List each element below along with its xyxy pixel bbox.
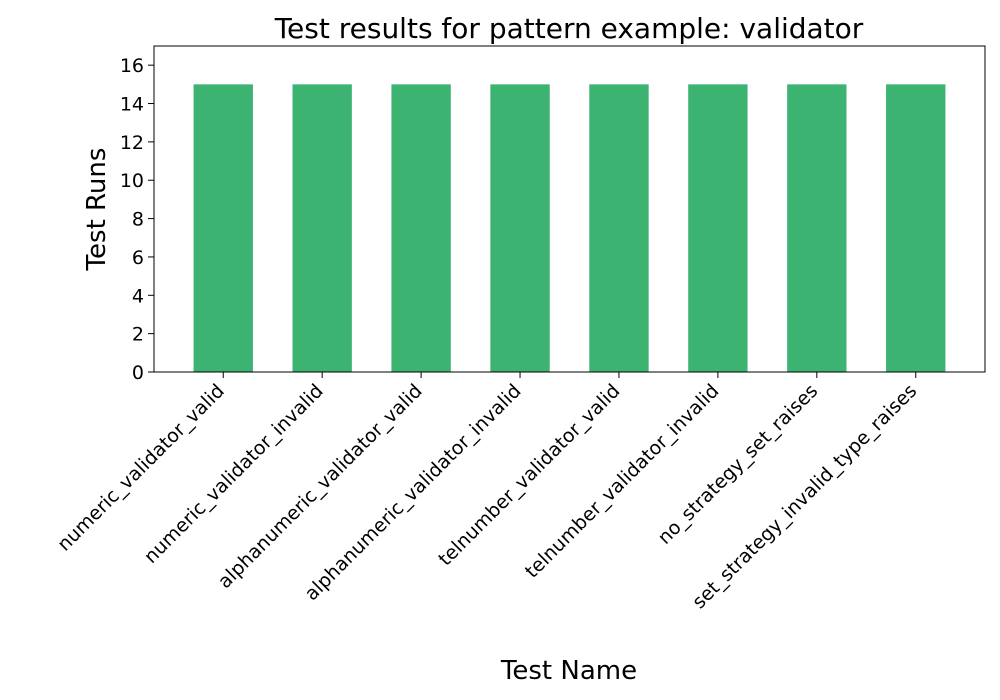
- y-tick-label: 16: [120, 55, 144, 77]
- bar: [193, 84, 253, 373]
- chart-title: Test results for pattern example: valida…: [274, 12, 864, 45]
- plot-frame: [153, 45, 986, 373]
- bar: [589, 84, 649, 373]
- bar: [787, 84, 847, 373]
- x-tick-label: telnumber_validator_valid: [434, 380, 624, 570]
- y-tick-label: 8: [132, 209, 144, 231]
- x-tick-label: set_strategy_invalid_type_raises: [688, 380, 921, 613]
- bars-group: [193, 84, 946, 373]
- x-tick-label: alphanumeric_validator_invalid: [300, 380, 525, 605]
- y-tick-label: 0: [132, 362, 144, 384]
- y-tick-label: 4: [132, 285, 144, 307]
- y-tick-label: 14: [120, 94, 144, 116]
- bar: [490, 84, 550, 373]
- x-axis-label: Test Name: [500, 656, 637, 686]
- x-axis-ticks: numeric_validator_validnumeric_validator…: [53, 372, 921, 613]
- bar: [292, 84, 352, 373]
- bar: [391, 84, 451, 373]
- x-tick-label: numeric_validator_valid: [53, 380, 229, 556]
- y-tick-label: 6: [132, 247, 144, 269]
- bar: [688, 84, 748, 373]
- y-axis-ticks: 0 2 4 6 8 10 12 14 16: [120, 55, 154, 384]
- y-tick-label: 12: [120, 132, 144, 154]
- y-tick-label: 10: [120, 170, 144, 192]
- x-tick-label: numeric_validator_invalid: [140, 380, 328, 568]
- x-tick-label: telnumber_validator_invalid: [521, 380, 724, 583]
- x-tick-label: alphanumeric_validator_valid: [214, 380, 427, 593]
- bar: [886, 84, 946, 373]
- y-axis-label: Test Runs: [82, 148, 112, 272]
- y-tick-label: 2: [132, 324, 144, 346]
- x-tick-label: no_strategy_set_raises: [654, 380, 823, 549]
